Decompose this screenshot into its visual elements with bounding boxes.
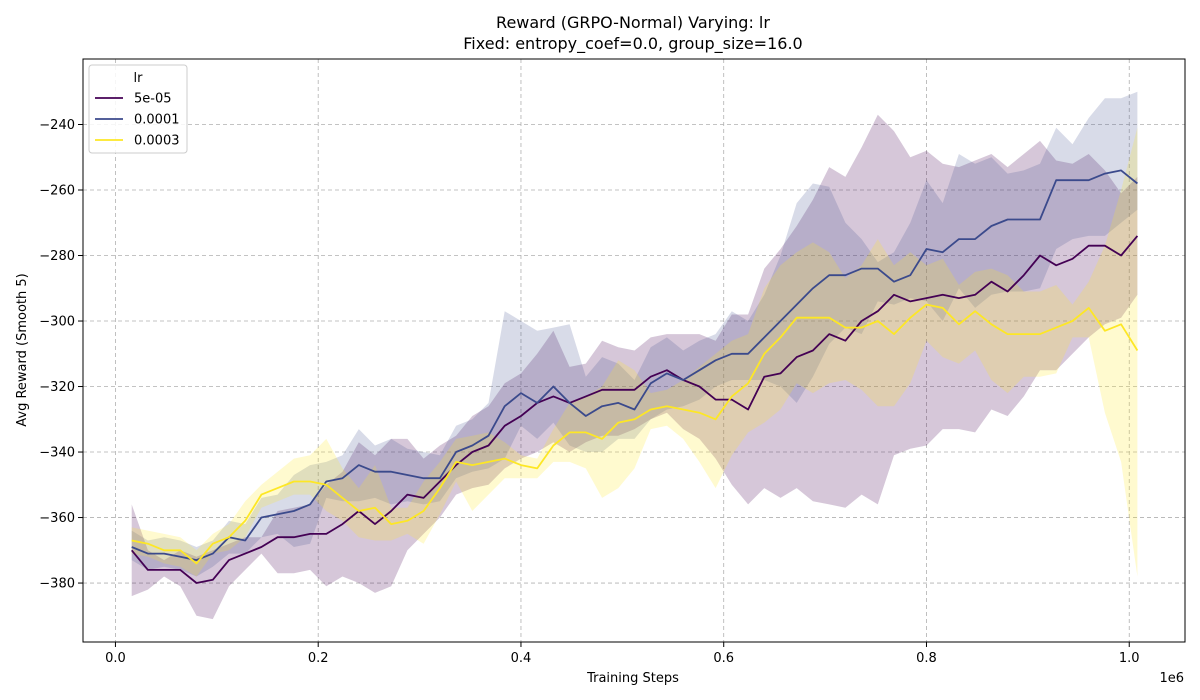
band-5e-05 (131, 114, 1138, 620)
x-axis-label: Training Steps (586, 671, 679, 686)
y-tick-label: −380 (39, 577, 75, 592)
band-0.0003 (131, 127, 1138, 577)
legend-entry: 0.0001 (134, 113, 180, 128)
legend-box (88, 64, 188, 154)
x-tick-label: 1.0 (1119, 651, 1140, 666)
x-axis-ticks: 0.0 0.2 0.4 0.6 0.8 1.0 (105, 642, 1140, 666)
legend-entry: 5e-05 (134, 92, 172, 107)
legend-title: lr (134, 71, 144, 86)
y-tick-label: −240 (39, 118, 75, 133)
x-tick-label: 0.8 (916, 651, 937, 666)
x-axis-offset-label: 1e6 (1159, 671, 1184, 686)
y-axis-label: Avg Reward (Smooth 5) (15, 273, 30, 426)
y-tick-label: −360 (39, 511, 75, 526)
confidence-bands (131, 91, 1138, 620)
line-0.0001 (131, 169, 1138, 561)
band-0.0001 (131, 91, 1138, 577)
grid-lines (83, 59, 1185, 642)
y-tick-label: −300 (39, 315, 75, 330)
chart-title: Reward (GRPO-Normal) Varying: lr (496, 13, 770, 32)
legend-entry: 0.0003 (134, 134, 180, 149)
y-tick-label: −280 (39, 249, 75, 264)
y-tick-label: −320 (39, 380, 75, 395)
x-tick-label: 0.6 (713, 651, 734, 666)
y-tick-label: −260 (39, 184, 75, 199)
chart-subtitle: Fixed: entropy_coef=0.0, group_size=16.0 (463, 34, 802, 54)
line-5e-05 (131, 235, 1139, 584)
x-tick-label: 0.2 (308, 651, 329, 666)
line-0.0003 (131, 303, 1139, 565)
y-tick-label: −340 (39, 446, 75, 461)
x-tick-label: 0.0 (105, 651, 126, 666)
series-lines (131, 169, 1139, 584)
plot-frame (82, 58, 1186, 643)
legend: lr 5e-05 0.0001 0.0003 (88, 64, 188, 154)
x-tick-label: 0.4 (511, 651, 532, 666)
y-axis-ticks: −380 −360 −340 −320 −300 −280 −260 −240 (39, 118, 83, 592)
